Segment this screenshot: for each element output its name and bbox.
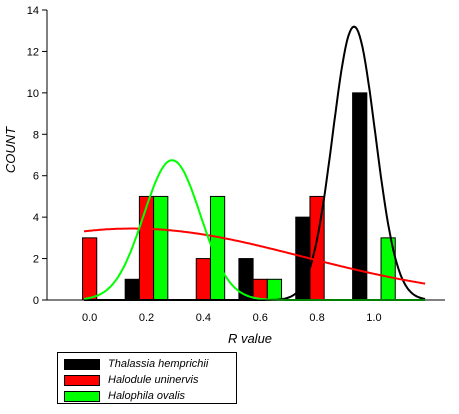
axes-group: 0 2 4 6 8 10 12 14 0.0 0.2 0.4 0.6 0.8 1.0	[27, 5, 445, 324]
fit-curve	[83, 227, 426, 285]
bar	[238, 258, 254, 301]
bar	[252, 278, 268, 301]
x-axis-title: R value	[228, 331, 272, 345]
y-tick-label: 2	[33, 254, 39, 266]
legend-label: Halodule uninervis	[108, 374, 199, 386]
bar	[195, 258, 211, 301]
legend-swatch	[64, 390, 100, 402]
bar	[266, 278, 283, 301]
bar	[153, 195, 169, 301]
y-tick-label: 6	[33, 171, 39, 183]
y-tick-label: 10	[27, 88, 39, 100]
x-tick-label: 0.0	[82, 312, 97, 324]
y-axis-title: COUNT	[3, 126, 18, 173]
y-tick-label: 8	[33, 129, 39, 141]
legend-swatch	[64, 358, 100, 370]
histogram-chart: 0 2 4 6 8 10 12 14 0.0 0.2 0.4 0.6 0.8 1.0 COUNT R va…	[3, 5, 445, 345]
bar	[82, 237, 98, 301]
legend: Thalassia hemprichii Halodule uninervis …	[57, 352, 237, 404]
y-tick-label: 4	[33, 212, 39, 224]
y-tick-label: 12	[27, 46, 39, 58]
x-tick-label: 1.0	[366, 312, 381, 324]
x-tick-label: 0.8	[309, 312, 324, 324]
legend-item: Thalassia hemprichii	[64, 357, 230, 371]
x-tick-label: 0.6	[253, 312, 268, 324]
legend-swatch	[64, 374, 100, 386]
x-tick-label: 0.2	[139, 312, 154, 324]
legend-label: Thalassia hemprichii	[108, 358, 209, 370]
legend-label: Halophila ovalis	[108, 390, 186, 402]
bar	[138, 195, 155, 301]
legend-item: Halodule uninervis	[64, 373, 230, 387]
legend-item: Halophila ovalis	[64, 389, 230, 403]
bars-group	[82, 92, 396, 301]
y-tick-label: 0	[33, 295, 39, 307]
y-tick-label: 14	[27, 5, 39, 17]
bar	[124, 278, 140, 301]
x-tick-label: 0.4	[196, 312, 211, 324]
